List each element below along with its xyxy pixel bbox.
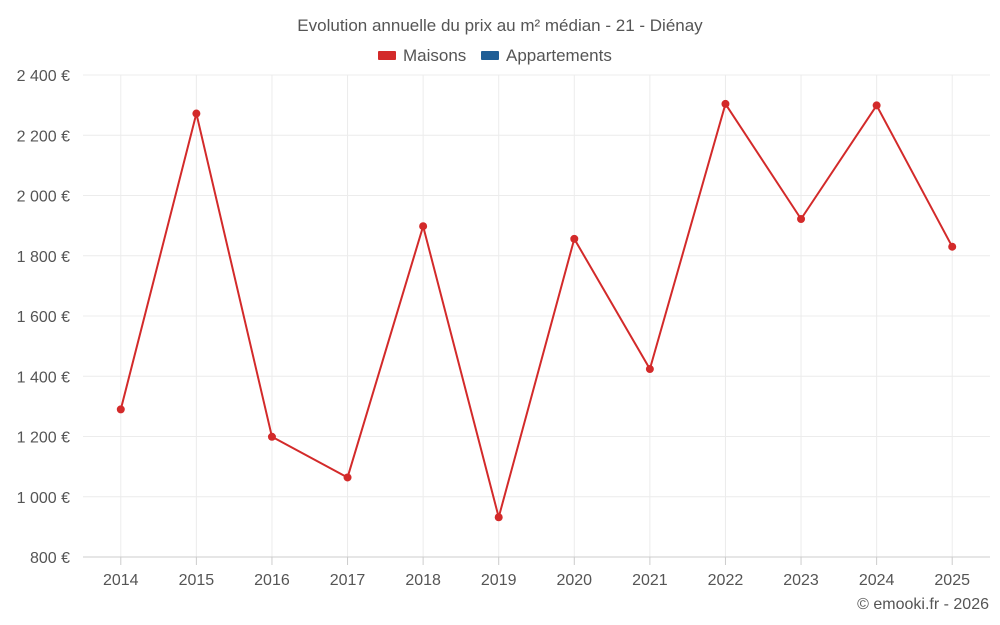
x-axis: 2014 2015 2016 2017 2018 2019 2020 2021 2022 2023…	[103, 557, 970, 589]
data-point-maisons[interactable]	[116, 405, 125, 414]
y-tick-label: 2 000 €	[17, 189, 70, 206]
legend-item-maisons[interactable]: Maisons	[378, 46, 466, 65]
y-tick-label: 1 800 €	[17, 249, 70, 266]
y-tick-label: 1 400 €	[17, 369, 70, 386]
series-layer	[116, 99, 957, 522]
y-tick-label: 2 200 €	[17, 128, 70, 145]
credit-text: © emooki.fr - 2026	[857, 596, 989, 613]
x-tick-label: 2018	[405, 572, 441, 589]
data-point-maisons[interactable]	[419, 222, 428, 231]
x-tick-label: 2019	[481, 572, 517, 589]
data-point-maisons[interactable]	[570, 234, 579, 243]
y-tick-label: 2 400 €	[17, 68, 70, 85]
y-gridlines	[83, 74, 990, 498]
x-tick-label: 2021	[632, 572, 668, 589]
series-line-maisons	[119, 102, 954, 519]
x-tick-label: 2017	[330, 572, 366, 589]
x-tick-label: 2016	[254, 572, 290, 589]
y-axis: 800 € 1 000 € 1 200 € 1 400 € 1 600 € 1 800 €…	[17, 68, 70, 567]
legend-label-appartements: Appartements	[506, 46, 612, 65]
data-point-maisons[interactable]	[645, 365, 654, 374]
data-point-maisons[interactable]	[192, 109, 201, 118]
x-tick-label: 2025	[934, 572, 970, 589]
y-tick-label: 1 600 €	[17, 309, 70, 326]
x-tick-label: 2015	[179, 572, 215, 589]
x-tick-label: 2014	[103, 572, 139, 589]
legend-swatch-maisons	[378, 51, 396, 60]
data-point-maisons[interactable]	[872, 101, 881, 110]
data-point-maisons[interactable]	[267, 432, 276, 441]
data-point-maisons[interactable]	[343, 473, 352, 482]
data-point-maisons[interactable]	[721, 99, 730, 108]
legend: Maisons Appartements	[378, 46, 612, 65]
x-tick-label: 2024	[859, 572, 895, 589]
x-tick-label: 2023	[783, 572, 819, 589]
legend-swatch-appartements	[481, 51, 499, 60]
data-point-maisons[interactable]	[494, 513, 503, 522]
y-tick-label: 1 200 €	[17, 430, 70, 447]
legend-label-maisons: Maisons	[403, 46, 466, 65]
x-tick-label: 2022	[708, 572, 744, 589]
x-tick-label: 2020	[556, 572, 592, 589]
legend-item-appartements[interactable]: Appartements	[481, 46, 612, 65]
chart-title: Evolution annuelle du prix au m² médian …	[297, 16, 703, 35]
y-tick-label: 800 €	[30, 550, 70, 567]
data-point-maisons[interactable]	[797, 214, 806, 223]
y-tick-label: 1 000 €	[17, 490, 70, 507]
data-point-maisons[interactable]	[948, 242, 957, 251]
